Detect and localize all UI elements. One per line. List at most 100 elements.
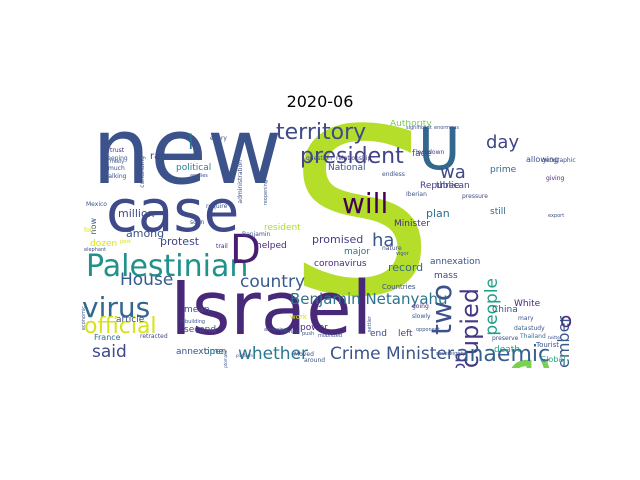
cloud-word: annexing xyxy=(264,327,288,333)
cloud-word: political xyxy=(176,163,212,173)
cloud-word: sovereignty xyxy=(436,351,466,357)
cloud-word: end xyxy=(370,329,387,339)
cloud-word: relationship xyxy=(336,155,372,162)
cloud-word: day xyxy=(486,132,520,153)
cloud-word: death xyxy=(494,345,520,355)
cloud-word: allowing xyxy=(526,155,560,164)
cloud-word: record xyxy=(388,261,424,274)
cloud-word: settler xyxy=(367,316,373,333)
cloud-word: Benjamin xyxy=(242,231,271,238)
cloud-word: soon xyxy=(190,219,205,226)
cloud-word: resident xyxy=(264,223,301,233)
cloud-word: mean xyxy=(184,305,210,315)
cloud-word: work xyxy=(290,313,307,321)
cloud-word: export xyxy=(548,213,565,219)
cloud-word: endless xyxy=(382,171,405,178)
cloud-word: coronavirus xyxy=(314,259,367,269)
cloud-word: among xyxy=(126,227,165,240)
cloud-word: every xyxy=(210,135,227,142)
cloud-word: geographic xyxy=(542,157,576,164)
cloud-word: virus xyxy=(82,291,151,324)
cloud-word: Benjamin Netanyahu xyxy=(290,290,448,308)
cloud-word: study xyxy=(528,325,545,332)
cloud-word: reopening xyxy=(263,180,269,206)
cloud-word: new xyxy=(92,120,283,205)
cloud-word: o xyxy=(560,308,573,332)
cloud-word: Iberian xyxy=(406,191,427,198)
cloud-word: three xyxy=(436,181,460,191)
cloud-word: asymptomatic xyxy=(223,350,228,368)
cloud-word: talking xyxy=(106,173,127,180)
cloud-word: protest xyxy=(160,235,200,248)
cloud-word: Authority xyxy=(390,120,432,129)
cloud-word: wa xyxy=(440,162,466,183)
cloud-word: preserve xyxy=(492,335,519,342)
cloud-word: trust xyxy=(110,147,125,154)
cloud-word: promised xyxy=(312,233,364,246)
cloud-word: mass xyxy=(434,271,458,281)
cloud-word: data xyxy=(514,325,528,332)
cloud-word: major xyxy=(344,247,370,257)
cloud-word: slowly xyxy=(412,313,431,320)
cloud-word: opponent xyxy=(416,327,440,333)
cloud-word: retracted xyxy=(140,333,168,340)
cloud-word: case xyxy=(106,177,240,245)
cloud-word: president xyxy=(300,144,404,169)
cloud-word: Thailand xyxy=(520,333,546,340)
cloud-word: dozen xyxy=(90,239,118,249)
cloud-word: economic xyxy=(81,306,87,331)
cloud-word: House xyxy=(120,270,174,290)
cloud-word: National xyxy=(328,163,366,173)
cloud-word: Minister xyxy=(394,219,430,229)
cloud-word: power xyxy=(300,323,328,333)
cloud-word: annextime xyxy=(176,347,224,357)
cloud-word: million xyxy=(118,207,155,220)
cloud-word: China xyxy=(492,305,518,315)
cloud-word: push xyxy=(302,331,315,337)
cloud-word: still xyxy=(490,207,506,217)
cloud-word: S xyxy=(288,120,434,348)
cloud-word: ha xyxy=(372,230,395,251)
cloud-word: anaemic xyxy=(456,342,551,367)
cloud-word: question xyxy=(306,155,332,162)
cloud-word: Republican xyxy=(420,181,470,191)
cloud-word: U xyxy=(418,120,461,183)
cloud-word: official xyxy=(84,314,157,339)
cloud-word: Mexico xyxy=(86,201,107,208)
cloud-word: White xyxy=(514,299,541,309)
cloud-word: require xyxy=(206,203,228,210)
cloud-word: left xyxy=(398,329,413,339)
cloud-word: giving xyxy=(546,175,565,182)
cloud-word: lockdown xyxy=(416,149,445,156)
cloud-word: article xyxy=(116,315,145,325)
cloud-word: elephant xyxy=(84,247,107,253)
cloud-word: going xyxy=(412,303,429,310)
cloud-word: administration xyxy=(237,160,244,204)
cloud-word: territory xyxy=(276,120,367,145)
cloud-word: Crime Minister xyxy=(330,344,454,364)
cloud-word: freely xyxy=(110,159,125,165)
word-cloud: SnewIsraelstatecaseUPalestinianwilltwooc… xyxy=(80,120,576,368)
cloud-word: plan xyxy=(426,207,450,220)
cloud-word: ran xyxy=(150,151,167,162)
cloud-word: pressure xyxy=(462,193,488,200)
cloud-word: twitter xyxy=(548,335,562,340)
cloud-word: helped xyxy=(256,241,287,251)
cloud-word: face xyxy=(412,149,432,159)
cloud-word: Palestinian xyxy=(86,249,249,284)
cloud-word: whether xyxy=(238,344,309,364)
cloud-word: Israel xyxy=(170,266,373,352)
cloud-word: moving xyxy=(280,329,299,335)
cloud-word: significant xyxy=(406,125,432,131)
cloud-word: mobilized xyxy=(318,333,343,339)
cloud-word: trail xyxy=(216,243,228,250)
cloud-word: around xyxy=(304,357,326,364)
chart-title: 2020-06 xyxy=(286,92,354,111)
cloud-word: much xyxy=(108,165,125,172)
cloud-word: Tourist xyxy=(536,341,560,349)
cloud-word: France xyxy=(94,333,121,342)
cloud-word: nature xyxy=(382,245,402,252)
cloud-word: applies xyxy=(190,173,208,179)
cloud-word: platform xyxy=(236,353,253,358)
cloud-word: fort xyxy=(84,227,95,234)
